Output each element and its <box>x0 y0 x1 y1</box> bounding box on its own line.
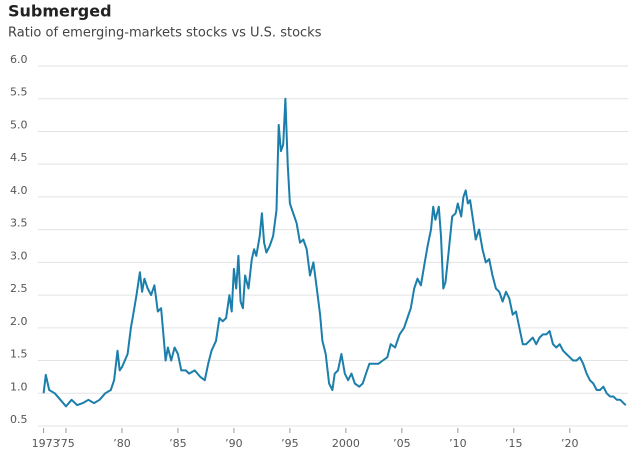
line <box>42 97 627 408</box>
x-tick-label: ’90 <box>225 437 243 450</box>
x-tick-label: 1973 <box>32 437 60 450</box>
y-tick-label: 1.5 <box>10 348 28 361</box>
y-tick-label: 2.5 <box>10 282 28 295</box>
x-tick-label: ’15 <box>505 437 523 450</box>
chart-title: Submerged <box>8 2 112 21</box>
x-tick-label: 2000 <box>332 437 360 450</box>
x-tick-label: ’85 <box>169 437 187 450</box>
x-tick-label: ’80 <box>113 437 131 450</box>
x-tick-label: ’95 <box>281 437 299 450</box>
y-tick-label: 5.0 <box>10 118 28 131</box>
chart-subtitle: Ratio of emerging-markets stocks vs U.S.… <box>8 26 322 41</box>
x-tick-label: ’75 <box>57 437 75 450</box>
y-tick-label: 0.5 <box>10 413 28 426</box>
y-tick-label: 3.5 <box>10 217 28 230</box>
y-tick-label: 4.0 <box>10 184 28 197</box>
x-tick-label: ’05 <box>393 437 411 450</box>
y-tick-label: 3.0 <box>10 249 28 262</box>
y-tick-label: 5.5 <box>10 86 28 99</box>
x-tick-label: ’10 <box>449 437 467 450</box>
y-tick-label: 4.5 <box>10 151 28 164</box>
y-tick-label: 1.0 <box>10 380 28 393</box>
y-tick-label: 2.0 <box>10 315 28 328</box>
y-tick-label: 6.0 <box>10 53 28 66</box>
x-tick-label: ’20 <box>561 437 579 450</box>
